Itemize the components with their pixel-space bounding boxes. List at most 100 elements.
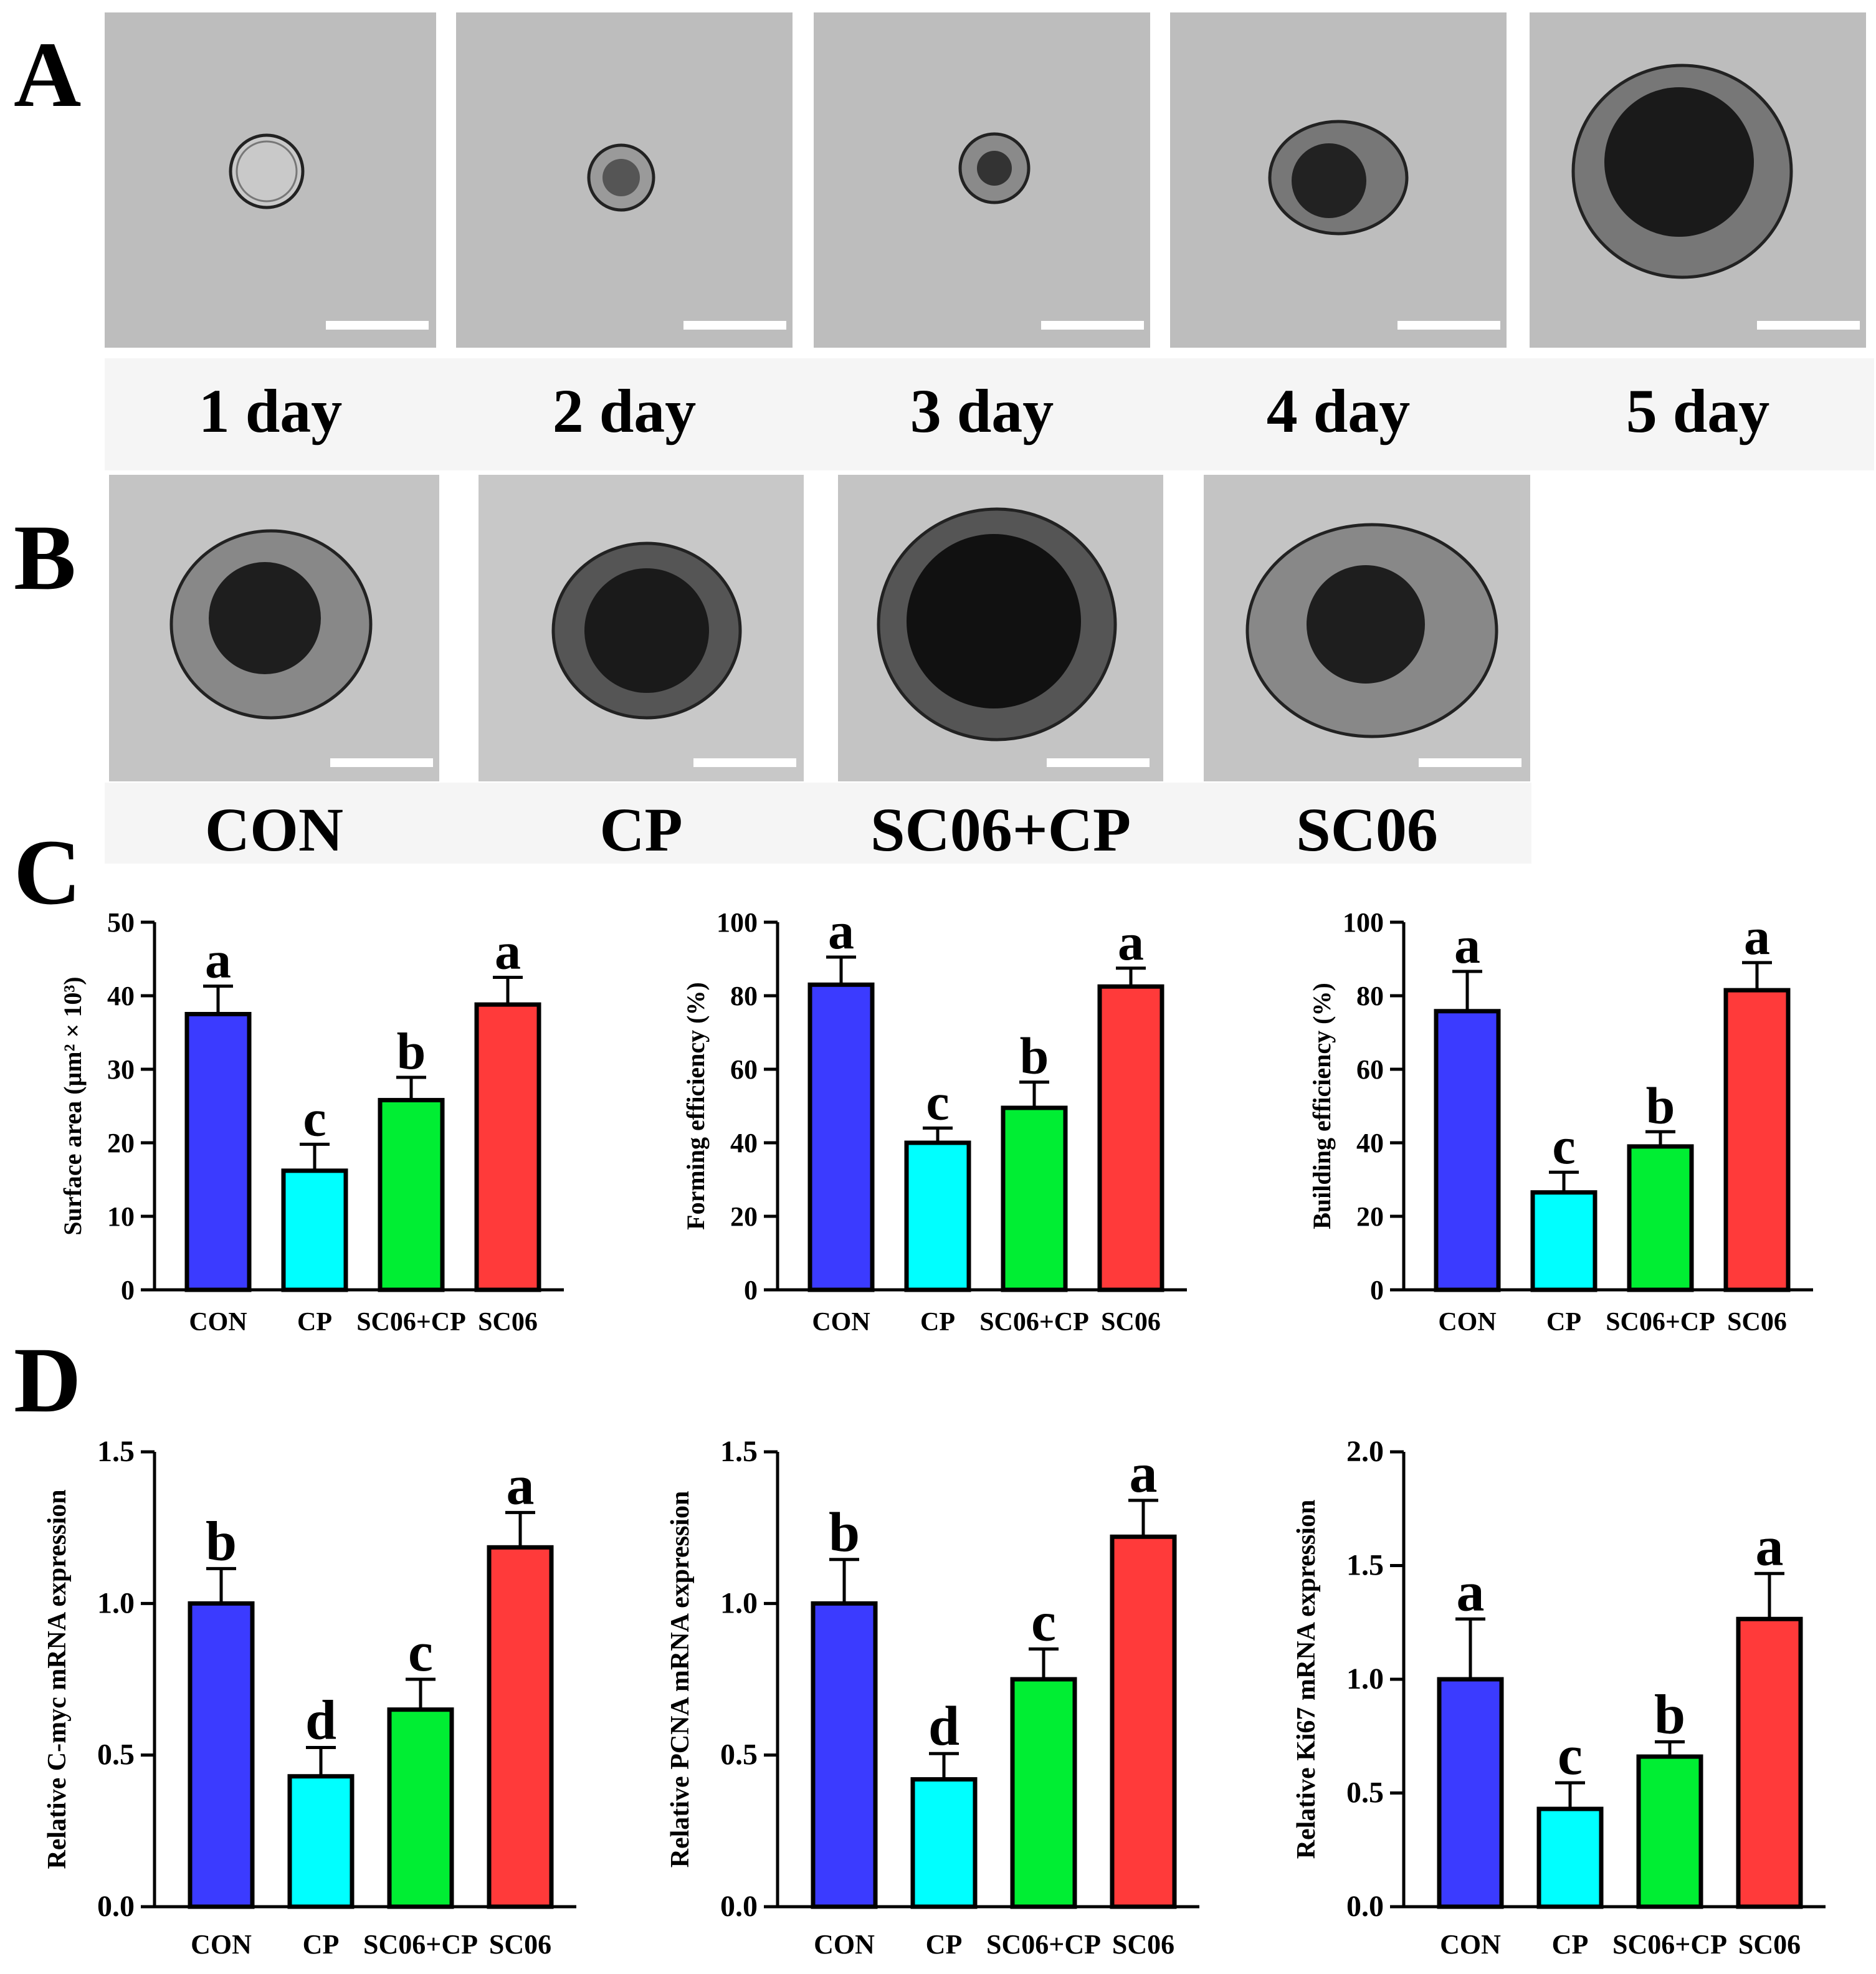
chart-ki67: 0.0 0.5 1.0 1.5 2.0 Relative Ki67 mRNA expres… xyxy=(1249,1433,1847,1974)
y-tick-label: 40 xyxy=(107,981,135,1011)
caption-day-3: 3 day xyxy=(910,376,1054,446)
y-axis-label: Relative C-myc mRNA expression xyxy=(43,1489,72,1869)
y-tick-label: 0 xyxy=(744,1275,758,1305)
significance-letter: c xyxy=(303,1089,326,1147)
bar-sc06 xyxy=(487,1545,554,1909)
y-tick-label: 0.5 xyxy=(720,1738,758,1771)
y-tick-label: 20 xyxy=(107,1128,135,1158)
x-tick-label: CON xyxy=(191,1929,252,1960)
bar-sc06-cp xyxy=(378,1098,445,1292)
significance-letter: d xyxy=(305,1690,336,1752)
y-tick-label: 60 xyxy=(730,1054,758,1085)
micrograph-cp xyxy=(479,475,804,781)
x-tick-label: SC06+CP xyxy=(986,1929,1101,1960)
significance-letter: c xyxy=(926,1073,949,1131)
bar-cp xyxy=(1530,1190,1597,1292)
bar-sc06 xyxy=(1723,988,1791,1292)
significance-letter: a xyxy=(1118,913,1144,971)
caption-sc06-cp: SC06+CP xyxy=(870,795,1131,864)
bar-sc06-cp xyxy=(1001,1105,1068,1292)
chart-building-efficiency: 0 20 40 60 80 100 Building efficiency (%) a CON c… xyxy=(1249,897,1847,1358)
y-tick-label: 10 xyxy=(107,1201,135,1232)
bar-con xyxy=(188,1601,255,1909)
x-tick-label: SC06 xyxy=(1727,1308,1787,1337)
significance-letter: a xyxy=(828,902,854,960)
micrograph-day-3 xyxy=(814,12,1150,348)
significance-letter: c xyxy=(1558,1725,1583,1786)
micrograph-day-2 xyxy=(456,12,793,348)
x-tick-label: SC06+CP xyxy=(1612,1929,1727,1960)
caption-sc06: SC06 xyxy=(1296,795,1438,864)
x-tick-label: CON xyxy=(1440,1929,1501,1960)
y-tick-label: 100 xyxy=(717,907,758,938)
y-axis-label: Relative Ki67 mRNA expression xyxy=(1292,1500,1321,1859)
y-tick-label: 0.0 xyxy=(1346,1890,1384,1923)
bar-sc06 xyxy=(1110,1534,1177,1909)
y-tick-label: 1.0 xyxy=(97,1586,135,1619)
y-tick-label: 30 xyxy=(107,1054,135,1085)
x-tick-label: CP xyxy=(1552,1929,1589,1960)
significance-letter: a xyxy=(1744,908,1770,966)
y-tick-label: 80 xyxy=(1356,981,1384,1011)
bar-con xyxy=(1434,1009,1501,1292)
chart-forming-efficiency: 0 20 40 60 80 100 Forming efficiency (%) a CON c C… xyxy=(623,897,1221,1358)
bar-sc06-cp xyxy=(1636,1754,1703,1909)
significance-letter: a xyxy=(1756,1515,1784,1577)
micrograph-con xyxy=(109,475,439,781)
bar-cp xyxy=(281,1168,348,1292)
y-tick-label: 2.0 xyxy=(1346,1435,1384,1468)
significance-letter: a xyxy=(507,1454,535,1516)
caption-day-5: 5 day xyxy=(1626,376,1770,446)
bar-sc06 xyxy=(1097,984,1164,1292)
chart-surface-area: 0 10 20 30 40 50 Surface area (μm² × 10³) a CON c… xyxy=(0,897,598,1358)
y-tick-label: 1.5 xyxy=(720,1435,758,1468)
x-tick-label: CP xyxy=(303,1929,340,1960)
x-tick-label: CP xyxy=(297,1308,332,1337)
significance-letter: b xyxy=(206,1510,237,1572)
micrograph-day-1 xyxy=(105,12,436,348)
y-tick-label: 1.5 xyxy=(1346,1549,1384,1582)
y-tick-label: 1.5 xyxy=(97,1435,135,1468)
x-tick-label: CON xyxy=(1438,1308,1496,1337)
x-tick-label: SC06 xyxy=(1101,1308,1161,1337)
y-tick-label: 20 xyxy=(730,1201,758,1232)
bar-con xyxy=(184,1012,252,1292)
panel-label-d: D xyxy=(14,1328,82,1432)
y-tick-label: 0.5 xyxy=(1346,1776,1384,1809)
y-tick-label: 50 xyxy=(107,907,135,938)
y-tick-label: 0.0 xyxy=(720,1890,758,1923)
y-tick-label: 1.0 xyxy=(1346,1662,1384,1695)
x-tick-label: SC06+CP xyxy=(356,1308,466,1337)
bar-sc06-cp xyxy=(387,1707,454,1909)
caption-day-1: 1 day xyxy=(198,376,343,446)
significance-letter: a xyxy=(1454,917,1480,975)
bar-con xyxy=(1437,1677,1504,1909)
caption-day-4: 4 day xyxy=(1266,376,1411,446)
y-tick-label: 0.5 xyxy=(97,1738,135,1771)
y-axis-label: Relative PCNA mRNA expression xyxy=(666,1491,695,1868)
y-axis-label: Surface area (μm² × 10³) xyxy=(59,976,87,1235)
x-tick-label: SC06 xyxy=(1112,1929,1174,1960)
bar-cp xyxy=(904,1140,971,1292)
micrograph-day-4 xyxy=(1170,12,1507,348)
x-tick-label: SC06 xyxy=(1738,1929,1801,1960)
bar-sc06-cp xyxy=(1627,1144,1694,1292)
x-tick-label: CP xyxy=(926,1929,963,1960)
y-tick-label: 100 xyxy=(1343,907,1384,938)
chart-c-myc: 0.0 0.5 1.0 1.5 Relative C-myc mRNA expressi… xyxy=(0,1433,598,1974)
bar-sc06 xyxy=(1736,1616,1803,1909)
x-tick-label: SC06 xyxy=(478,1308,538,1337)
y-tick-label: 0.0 xyxy=(97,1890,135,1923)
group-caption-strip xyxy=(105,783,1531,864)
day-caption-strip xyxy=(105,358,1874,470)
significance-letter: b xyxy=(1646,1077,1675,1135)
caption-con: CON xyxy=(204,795,344,864)
y-axis-label: Building efficiency (%) xyxy=(1308,983,1336,1229)
significance-letter: b xyxy=(397,1023,426,1080)
x-tick-label: CP xyxy=(1546,1308,1581,1337)
chart-pcna: 0.0 0.5 1.0 1.5 Relative PCNA mRNA expressio… xyxy=(623,1433,1221,1974)
x-tick-label: CP xyxy=(920,1308,955,1337)
panel-label-c: C xyxy=(14,821,82,924)
y-tick-label: 0 xyxy=(1370,1275,1384,1305)
x-tick-label: CON xyxy=(812,1308,870,1337)
